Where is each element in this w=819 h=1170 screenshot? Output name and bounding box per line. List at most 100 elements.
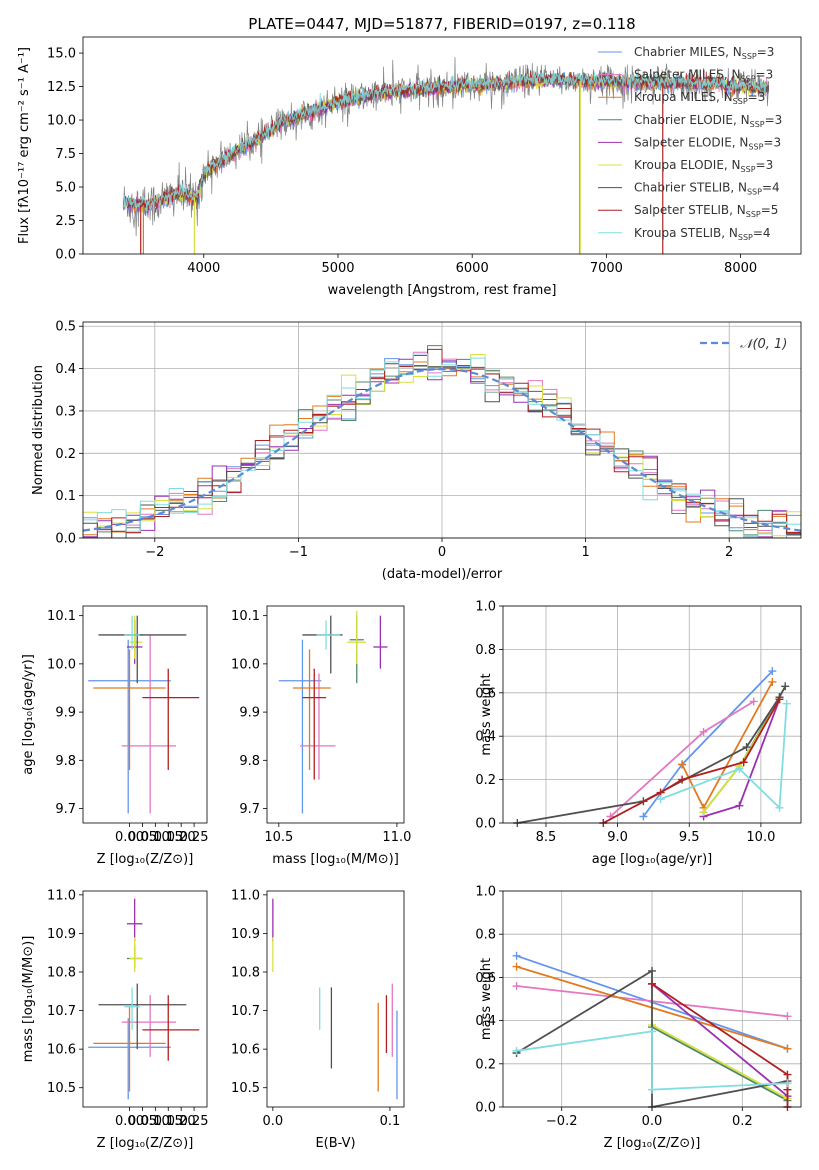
x-tick-label: 0.10 <box>141 830 170 845</box>
legend-sub: SSP <box>748 142 763 151</box>
y-tick-label: 9.7 <box>55 802 76 817</box>
y-tick-label: 0.8 <box>475 928 496 943</box>
y-tick-label: 10.0 <box>47 114 76 129</box>
x-tick-label: 0.25 <box>180 830 209 845</box>
y-tick-label: 0.6 <box>475 686 496 701</box>
y-tick-label: 0.0 <box>55 532 76 547</box>
x-axis-label: age [log₁₀(age/yr)] <box>592 852 713 867</box>
y-tick-label: 0.4 <box>55 362 76 377</box>
legend-label: Salpeter STELIB, N <box>634 203 746 217</box>
legend-sub: SSP <box>750 120 765 129</box>
plot-frame <box>266 605 405 824</box>
point-marker <box>656 795 665 804</box>
y-tick-label: 10.6 <box>231 1043 260 1058</box>
x-tick-label: 0.15 <box>154 1114 183 1129</box>
point-marker <box>768 667 777 676</box>
legend-entry: Chabrier STELIB, NSSP=4 <box>634 181 780 197</box>
plot-frame <box>502 890 802 1108</box>
y-tick-label: 10.6 <box>47 1043 76 1058</box>
x-tick-label: 0.25 <box>180 1114 209 1129</box>
y-tick-label: 10.9 <box>231 927 260 942</box>
normal-reference-curve <box>83 367 801 532</box>
plot-frame <box>82 321 802 539</box>
legend-entry: Kroupa MILES, NSSP=3 <box>634 90 765 106</box>
x-axis-label: wavelength [Angstrom, rest frame] <box>328 283 557 298</box>
point-marker <box>783 1079 792 1088</box>
plot-frame <box>82 36 802 255</box>
x-tick-label: 9.5 <box>679 830 700 845</box>
x-tick-label: −2 <box>145 545 164 560</box>
legend-entry: Salpeter STELIB, NSSP=5 <box>634 203 778 219</box>
point-marker <box>648 1027 656 1036</box>
y-tick-label: 10.1 <box>47 609 76 624</box>
x-tick-label: 10.5 <box>264 830 293 845</box>
y-tick-label: 10.7 <box>231 1004 260 1019</box>
y-axis-label: age [log₁₀(age/yr)] <box>21 654 36 775</box>
legend-entry: Salpeter ELODIE, NSSP=3 <box>634 135 781 151</box>
point-marker <box>783 1012 792 1021</box>
residual-histogram-panel: −2 −1 0 1 2 0.0 0.1 0.2 0.3 0.4 0.5 (data-model)/er… <box>31 320 802 582</box>
x-tick-label: 0.05 <box>128 1114 157 1129</box>
y-tick-label: 9.9 <box>55 706 76 721</box>
y-tick-label: 0.0 <box>55 248 76 263</box>
x-tick-label: 0.00 <box>115 830 144 845</box>
y-tick-label: 0.4 <box>475 730 496 745</box>
x-tick-label: 0.20 <box>167 1114 196 1129</box>
point-marker <box>699 808 708 817</box>
y-tick-label: 10.8 <box>231 966 260 981</box>
legend-entry: Kroupa STELIB, NSSP=4 <box>634 226 771 242</box>
point-marker <box>739 758 748 767</box>
x-tick-label: −1 <box>289 545 308 560</box>
point-marker <box>512 1046 521 1055</box>
point-marker <box>782 699 791 708</box>
y-tick-label: 0.1 <box>55 489 76 504</box>
point-marker <box>781 682 790 691</box>
mass-weight-vs-age-panel: 8.5 9.0 9.5 10.0 0.0 0.2 0.4 0.6 0.8 1.0 age [log₁… <box>475 600 802 867</box>
legend-eq: =3 <box>756 158 774 172</box>
x-tick-label: 11.0 <box>382 830 411 845</box>
point-marker <box>512 962 521 971</box>
legend-label: Chabrier ELODIE, N <box>634 113 750 127</box>
legend-label: Kroupa STELIB, N <box>634 226 738 240</box>
y-axis-label: Flux [fλ10⁻¹⁷ erg cm⁻² s⁻¹ A⁻¹] <box>17 47 32 244</box>
legend-entry: Salpeter MILES, NSSP=3 <box>634 68 773 84</box>
legend-label: Salpeter MILES, N <box>634 68 741 82</box>
y-tick-label: 0.0 <box>475 817 496 832</box>
legend-label: Salpeter ELODIE, N <box>634 135 748 149</box>
x-axis-label: (data-model)/error <box>382 567 503 582</box>
x-tick-label: 2 <box>725 545 733 560</box>
x-tick-label: 10.0 <box>746 830 775 845</box>
x-axis-label: Z [log₁₀(Z/Z⊙)] <box>97 1136 194 1151</box>
x-tick-label: 8.5 <box>536 830 557 845</box>
x-tick-label: 0.2 <box>732 1114 753 1129</box>
y-axis-label: mass weight <box>479 958 494 1040</box>
x-axis-label: Z [log₁₀(Z/Z⊙)] <box>97 852 194 867</box>
x-tick-label: 0.10 <box>141 1114 170 1129</box>
x-axis-label: Z [log₁₀(Z/Z⊙)] <box>604 1136 701 1151</box>
y-tick-label: 10.8 <box>47 966 76 981</box>
legend-label: Kroupa MILES, N <box>634 90 733 104</box>
point-marker <box>678 760 687 769</box>
y-tick-label: 10.0 <box>47 657 76 672</box>
point-marker <box>742 743 751 752</box>
hist-kroupa-stelib <box>83 353 801 538</box>
mass-vs-ebv-panel: 0.0 0.1 10.5 10.6 10.7 10.8 10.9 11.0 E(B-V) <box>231 888 405 1151</box>
y-tick-label: 0.6 <box>475 971 496 986</box>
point-marker <box>735 764 744 773</box>
point-marker <box>768 677 777 686</box>
y-tick-label: 9.9 <box>239 706 260 721</box>
y-tick-label: 11.0 <box>47 888 76 903</box>
x-tick-label: 7000 <box>590 261 623 276</box>
y-axis-label: mass weight <box>479 673 494 755</box>
legend-eq: =3 <box>757 45 775 59</box>
point-marker <box>648 1085 656 1094</box>
legend-eq: =3 <box>756 68 774 82</box>
y-tick-label: 0.5 <box>55 320 76 335</box>
legend-sub: SSP <box>741 165 756 174</box>
x-tick-label: 0.0 <box>263 1114 284 1129</box>
point-marker <box>783 1070 792 1079</box>
y-tick-label: 10.1 <box>231 609 260 624</box>
x-tick-label: 9.0 <box>607 830 628 845</box>
point-marker <box>699 727 708 736</box>
y-tick-label: 5.0 <box>55 181 76 196</box>
